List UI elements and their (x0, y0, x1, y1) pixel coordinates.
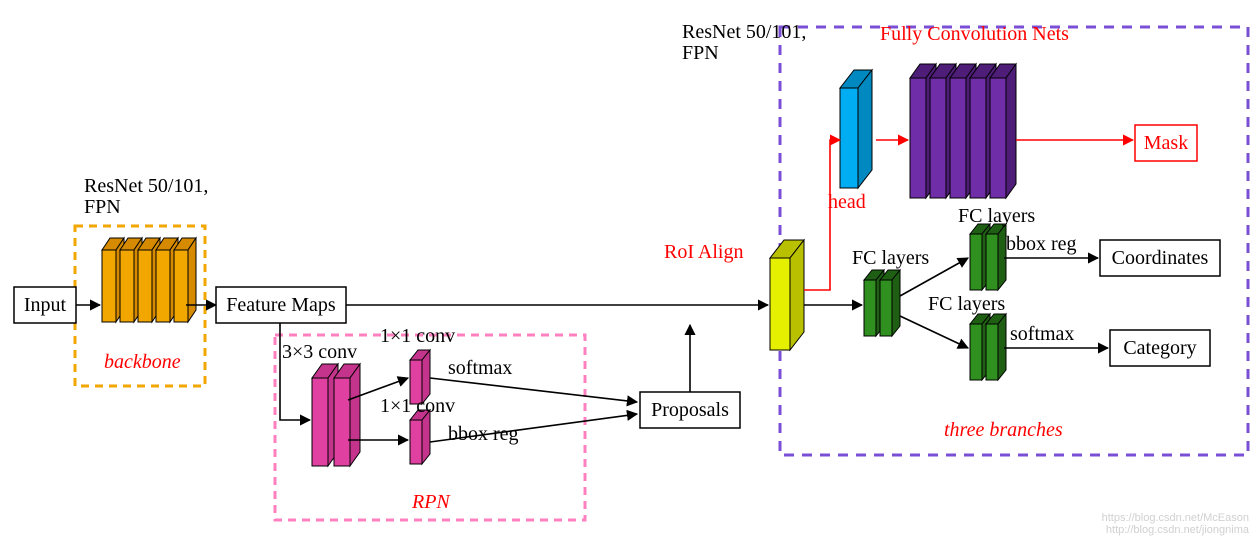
label-text-rpn_name: RPN (411, 491, 451, 513)
label-text-head_label_top: ResNet 50/101,FPN (682, 21, 806, 64)
box-coordinates-label: Coordinates (1112, 247, 1209, 269)
stack-fc-first-1 (880, 280, 892, 336)
stack-fcn-2 (950, 78, 966, 198)
label-text-backbone_label: ResNet 50/101,FPN (84, 175, 208, 218)
label-text-backbone_name: backbone (104, 351, 181, 373)
label-text-conv1x1_b: 1×1 conv (380, 395, 455, 417)
stack-rpn-1x1-bot-0-side (422, 410, 430, 464)
stack-rpn-3x3-1 (334, 378, 350, 466)
stack-backbone-4 (174, 250, 188, 322)
label-text-softmax_rpn: softmax (448, 357, 512, 379)
stack-rpn-1x1-bot-0 (410, 420, 422, 464)
stack-fc-bot-0 (970, 324, 982, 380)
label-text-conv1x1_a: 1×1 conv (380, 325, 455, 347)
stack-backbone-3 (156, 250, 170, 322)
stack-rpn-3x3-1-side (350, 364, 360, 466)
label-text-fcn: Fully Convolution Nets (880, 23, 1069, 45)
stack-rpn-3x3-0 (312, 378, 328, 466)
stack-fcn-1 (930, 78, 946, 198)
label-text-fc_layers_3: FC layers (928, 293, 1005, 315)
stack-fc-bot-1 (986, 324, 998, 380)
label-text-conv3x3: 3×3 conv (282, 341, 357, 363)
stack-fc-first-1-side (892, 270, 900, 336)
stack-fcn-4-side (1006, 64, 1016, 198)
arrow-3 (280, 323, 310, 420)
stack-backbone-4-side (188, 238, 196, 322)
label-text-roi_align: RoI Align (664, 241, 743, 263)
stack-head-0 (840, 88, 858, 188)
label-text-three_branches: three branches (944, 419, 1063, 441)
box-input-label: Input (24, 294, 67, 316)
stack-fcn-0 (910, 78, 926, 198)
diagram-canvas: Input Feature Maps Proposals Mask Coordinate… (0, 0, 1259, 542)
label-text-fc_layers_1: FC layers (852, 247, 929, 269)
box-feature-maps-label: Feature Maps (226, 294, 336, 316)
arrow-6 (430, 378, 637, 402)
stack-backbone-0 (102, 250, 116, 322)
stack-fc-top-1-side (998, 224, 1006, 290)
stack-fc-top-0 (970, 234, 982, 290)
label-text-head_name: head (828, 191, 866, 213)
stack-roi-align-0-side (790, 240, 804, 350)
watermark-line2: http://blog.csdn.net/jiongnima (1102, 524, 1249, 536)
watermark-line1: https://blog.csdn.net/McEason (1102, 512, 1249, 524)
box-proposals-label: Proposals (651, 399, 729, 421)
label-text-softmax_b: softmax (1010, 323, 1074, 345)
stack-backbone-1 (120, 250, 134, 322)
stack-fcn-4 (990, 78, 1006, 198)
arrow-14 (900, 316, 968, 348)
stack-fc-bot-1-side (998, 314, 1006, 380)
arrow-9 (804, 140, 840, 290)
stack-fcn-3 (970, 78, 986, 198)
stack-fc-first-0 (864, 280, 876, 336)
label-text-bbox_reg: bbox reg (1006, 233, 1077, 255)
box-mask-label: Mask (1144, 132, 1188, 154)
stack-backbone-2 (138, 250, 152, 322)
stack-head-0-side (858, 70, 872, 188)
stack-fc-top-1 (986, 234, 998, 290)
watermark: https://blog.csdn.net/McEason http://blo… (1102, 512, 1249, 536)
label-text-bboxreg_rpn: bbox reg (448, 423, 519, 445)
box-category-label: Category (1123, 337, 1196, 359)
label-text-fc_layers_2: FC layers (958, 205, 1035, 227)
stack-roi-align-0 (770, 258, 790, 350)
